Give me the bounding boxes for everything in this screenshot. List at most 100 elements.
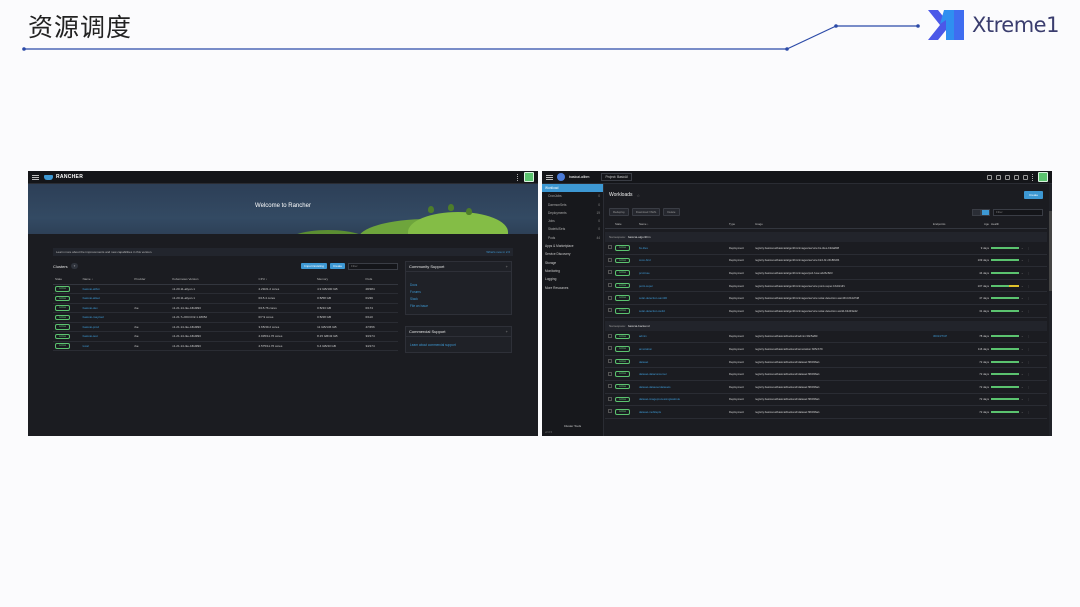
name-cell[interactable]: basicai-alibm	[80, 284, 133, 294]
row-actions-icon[interactable]: ⋮	[1027, 384, 1030, 389]
workload-name-link[interactable]: dataset-datauserdatasets	[639, 384, 671, 389]
name-cell[interactable]: basicai-prod	[80, 322, 133, 332]
row-checkbox[interactable]	[605, 283, 615, 288]
chevron-down-icon[interactable]: ⌄	[1021, 346, 1024, 351]
chevron-down-icon[interactable]: ⌄	[1021, 359, 1024, 364]
row-actions-icon[interactable]: ⋮	[1027, 372, 1030, 377]
name-cell[interactable]: local	[80, 341, 133, 351]
nav-item[interactable]: More Resources	[542, 284, 603, 292]
import-existing-button[interactable]: Import Existing	[301, 263, 327, 269]
row-actions-icon[interactable]: ⋮	[1027, 283, 1030, 288]
chevron-down-icon[interactable]: ⌄	[1021, 258, 1024, 263]
row-checkbox[interactable]	[605, 257, 615, 263]
endpoint-link[interactable]: 30013/TCP	[933, 334, 948, 339]
nav-item[interactable]: StatefulSets 0	[542, 225, 603, 233]
row-actions-icon[interactable]: ⋮	[1027, 346, 1030, 351]
column-header[interactable]: Kubernetes Version	[170, 275, 257, 285]
row-actions-icon[interactable]: ⋮	[1027, 296, 1030, 301]
create-cluster-button[interactable]: Create	[329, 263, 345, 269]
workload-name-link[interactable]: dataset	[639, 359, 649, 364]
column-header[interactable]: CPU ↓	[256, 275, 316, 285]
cluster-row[interactable]: Active basicai-test rke v1.21.14-rke-1fbd99…	[53, 331, 398, 342]
cluster-row[interactable]: Active basicai-prod rke v1.21.14-rke-1fbd99…	[53, 322, 398, 332]
workload-name-link[interactable]: annotation	[639, 346, 653, 351]
cluster-row[interactable]: Active basicai-aliset v1.20.11-aliyun.1 0/1…	[53, 293, 398, 304]
kebab-menu-icon[interactable]	[517, 173, 519, 181]
name-cell[interactable]: basicai-mayriad	[80, 312, 133, 323]
column-header[interactable]: Age	[984, 222, 989, 226]
collapse-icon[interactable]: +	[505, 264, 508, 269]
row-checkbox[interactable]	[605, 396, 615, 402]
docs-link[interactable]: Docs	[410, 283, 418, 287]
cluster-row[interactable]: Active local rke v1.21.14-rke-1fbd993 2.575/…	[53, 341, 398, 351]
row-actions-icon[interactable]: ⋮	[1027, 334, 1030, 339]
row-checkbox[interactable]	[605, 384, 615, 389]
chevron-down-icon[interactable]: ⌄	[1021, 334, 1024, 339]
scrollbar[interactable]	[1049, 184, 1052, 436]
nav-item[interactable]: Deployments 19	[542, 209, 603, 217]
workload-name-link[interactable]: pcd-fuse	[639, 270, 650, 275]
chevron-down-icon[interactable]: ⌄	[1021, 308, 1024, 313]
favorite-star-icon[interactable]: ☆	[636, 192, 641, 198]
nav-item[interactable]: Monitoring	[542, 267, 603, 275]
cluster-row[interactable]: Active basicai-alibm v1.20.11-aliyun.1 2.29…	[53, 284, 398, 294]
row-checkbox[interactable]	[605, 371, 615, 377]
whats-new-link[interactable]: What's new in 2.6	[486, 250, 510, 254]
rancher-brand[interactable]: RANCHER	[44, 174, 83, 180]
project-select[interactable]: Project: BasicAI	[601, 173, 632, 181]
row-actions-icon[interactable]: ⋮	[1027, 359, 1030, 364]
workload-row[interactable]: Active point-super Deployment registry.basi…	[605, 280, 1047, 293]
row-checkbox[interactable]	[605, 295, 615, 301]
workload-row[interactable]: Active dataset-imageprocessingtaskrule Dep…	[605, 394, 1047, 407]
row-checkbox[interactable]	[605, 333, 615, 339]
workload-row[interactable]: Active bs-tiles Deployment registry.basicai…	[605, 242, 1047, 255]
workload-name-link[interactable]: dataset-mobilepts	[639, 409, 662, 414]
column-header[interactable]: Provider	[132, 275, 171, 285]
chevron-down-icon[interactable]: ⌄	[1021, 372, 1024, 377]
column-header[interactable]: Name ↓	[80, 275, 133, 285]
name-cell[interactable]: basicai-aliset	[80, 293, 133, 304]
create-workload-button[interactable]: Create	[1023, 191, 1043, 199]
workload-name-link[interactable]: dataset-dataconsumer	[639, 372, 667, 377]
nav-item[interactable]: Workload	[542, 184, 603, 193]
column-header[interactable]: Endpoints	[933, 222, 946, 226]
nav-item[interactable]: CronJobs 0	[542, 192, 603, 200]
row-checkbox[interactable]	[605, 359, 615, 364]
chevron-down-icon[interactable]: ⌄	[1021, 409, 1024, 414]
workload-row[interactable]: Active dataset-mobilepts Deployment registr…	[605, 406, 1047, 419]
row-actions-icon[interactable]: ⋮	[1027, 397, 1030, 402]
workload-row[interactable]: Active solar-detection-sam3D Deployment reg…	[605, 292, 1047, 305]
slack-link[interactable]: Slack	[410, 297, 418, 301]
workload-filter-input[interactable]: Filter	[993, 208, 1043, 216]
menu-icon[interactable]	[32, 174, 39, 180]
group-by-toggle[interactable]	[972, 208, 990, 216]
kebab-menu-icon[interactable]	[1032, 173, 1034, 181]
column-header[interactable]: State	[615, 222, 622, 226]
chevron-down-icon[interactable]: ⌄	[1021, 245, 1024, 250]
row-checkbox[interactable]	[605, 245, 615, 250]
column-header[interactable]: Memory	[315, 275, 364, 285]
forums-link[interactable]: Forums	[410, 290, 421, 294]
nav-item[interactable]: Service Discovery	[542, 250, 603, 258]
nav-item[interactable]: Jobs 0	[542, 217, 603, 225]
row-actions-icon[interactable]: ⋮	[1027, 245, 1030, 250]
workload-name-link[interactable]: solar-detection-sam3D	[639, 296, 668, 301]
chevron-down-icon[interactable]: ⌄	[1021, 296, 1024, 301]
delete-button[interactable]: Delete	[663, 208, 680, 216]
cluster-filter-input[interactable]: Filter	[348, 262, 398, 270]
workload-name-link[interactable]: point-super	[639, 283, 653, 288]
name-cell[interactable]: basicai-test	[80, 331, 133, 342]
file-issue-link[interactable]: File an Issue	[410, 304, 429, 308]
commercial-support-link[interactable]: Learn about commercial support	[410, 343, 456, 347]
workload-name-link[interactable]: dataset-imageprocessingtaskrule	[639, 397, 681, 402]
scrollbar-thumb[interactable]	[1049, 211, 1052, 291]
workload-row[interactable]: Active dataset-datauserdatasets Deployment…	[605, 381, 1047, 394]
cluster-row[interactable]: Active basicai-mayriad v1.21.7+IOCCO2.1.18…	[53, 312, 398, 323]
copy-icon[interactable]	[1014, 174, 1019, 180]
workload-name-link[interactable]: solar-detection-sw3d	[639, 308, 665, 313]
column-header[interactable]: Name ↓	[639, 222, 649, 226]
workload-name-link[interactable]: bs-tiles	[639, 245, 648, 250]
workload-row[interactable]: Active annotation Deployment registry.basic…	[605, 343, 1047, 356]
nav-item[interactable]: Storage	[542, 259, 603, 267]
cluster-name[interactable]: basicai-alibm	[569, 175, 590, 179]
